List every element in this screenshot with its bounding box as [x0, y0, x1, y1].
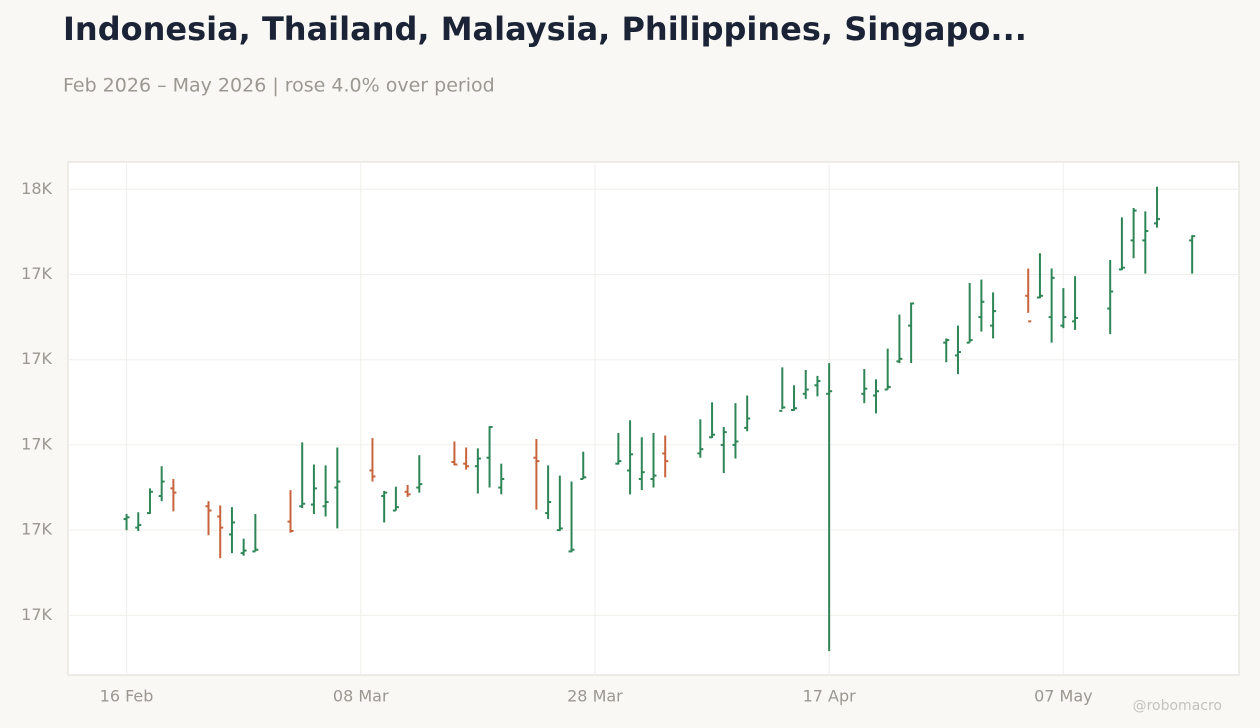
y-tick-label: 17K: [21, 434, 52, 453]
watermark: @robomacro: [1133, 698, 1222, 714]
y-tick-label: 17K: [21, 264, 52, 283]
plot-area: [67, 161, 1240, 676]
y-tick-label: 17K: [21, 349, 52, 368]
chart-title: Indonesia, Thailand, Malaysia, Philippin…: [63, 10, 1027, 48]
x-tick-label: 28 Mar: [567, 687, 623, 706]
x-tick-label: 07 May: [1034, 687, 1093, 706]
x-tick-label: 16 Feb: [100, 687, 154, 706]
x-tick-label: 08 Mar: [333, 687, 389, 706]
x-tick-label: 17 Apr: [803, 687, 857, 706]
chart-subtitle: Feb 2026 – May 2026 | rose 4.0% over per…: [63, 75, 495, 97]
y-tick-label: 18K: [21, 179, 52, 198]
y-tick-label: 17K: [21, 605, 52, 624]
y-tick-label: 17K: [21, 520, 52, 539]
